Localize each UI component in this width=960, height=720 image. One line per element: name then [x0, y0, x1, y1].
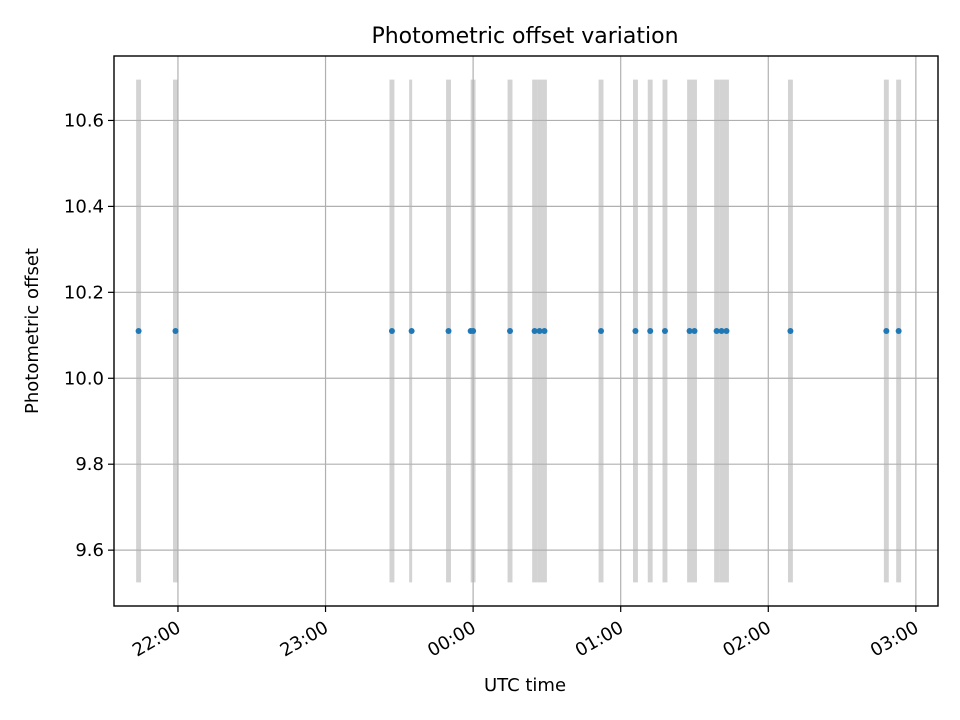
data-point-12: [598, 328, 605, 334]
y-tick-label-2: 9.8: [75, 454, 104, 475]
data-point-4: [408, 328, 415, 334]
data-point-8: [507, 328, 514, 334]
y-axis-label: Photometric offset: [22, 248, 43, 414]
data-point-16: [686, 328, 693, 334]
data-point-10: [536, 328, 543, 334]
data-point-13: [632, 328, 639, 334]
data-point-5: [445, 328, 452, 334]
data-point-22: [883, 328, 890, 334]
plot-frame: [113, 55, 939, 607]
data-point-23: [895, 328, 902, 334]
data-point-7: [470, 328, 477, 334]
data-point-15: [661, 328, 668, 334]
points-layer: [135, 328, 902, 334]
data-point-19: [718, 328, 725, 334]
data-point-20: [723, 328, 730, 334]
y-tick-label-6: 10.6: [64, 110, 104, 131]
y-tick-label-4: 10.2: [64, 282, 104, 303]
data-point-2: [172, 328, 179, 334]
data-point-18: [713, 328, 720, 334]
grid-layer: [114, 56, 938, 606]
data-point-21: [787, 328, 794, 334]
data-point-14: [647, 328, 654, 334]
data-point-1: [135, 328, 142, 334]
y-tick-label-3: 10.0: [64, 368, 104, 389]
y-tick-label-1: 9.6: [75, 540, 104, 561]
data-point-17: [691, 328, 698, 334]
data-point-3: [388, 328, 395, 334]
y-tick-label-5: 10.4: [64, 196, 104, 217]
chart-title: Photometric offset variation: [371, 24, 678, 49]
x-axis-label: UTC time: [484, 675, 566, 696]
data-point-9: [531, 328, 538, 334]
data-point-11: [541, 328, 548, 334]
